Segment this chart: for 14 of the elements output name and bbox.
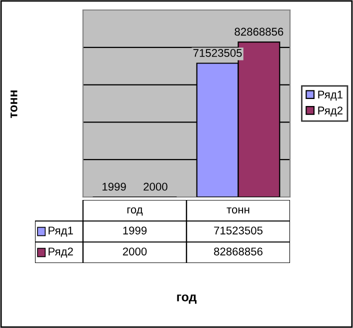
text: год <box>177 294 196 304</box>
data-label: 71523505 <box>214 226 263 234</box>
data-label: 2000 <box>122 248 147 256</box>
text: тонн <box>10 90 18 118</box>
text: Ряд2 <box>48 248 73 258</box>
legend-label: Ряд2 <box>318 106 342 117</box>
text: 82868856 <box>234 28 284 36</box>
data-label: 1999 <box>123 226 147 234</box>
data-label: 82868856 <box>214 248 262 256</box>
text: 1999 <box>102 182 126 191</box>
text: 2000 <box>144 182 168 191</box>
text: Ряд1 <box>318 90 342 101</box>
text: 71523505 <box>193 49 242 57</box>
legend-label: Ряд1 <box>48 226 73 237</box>
